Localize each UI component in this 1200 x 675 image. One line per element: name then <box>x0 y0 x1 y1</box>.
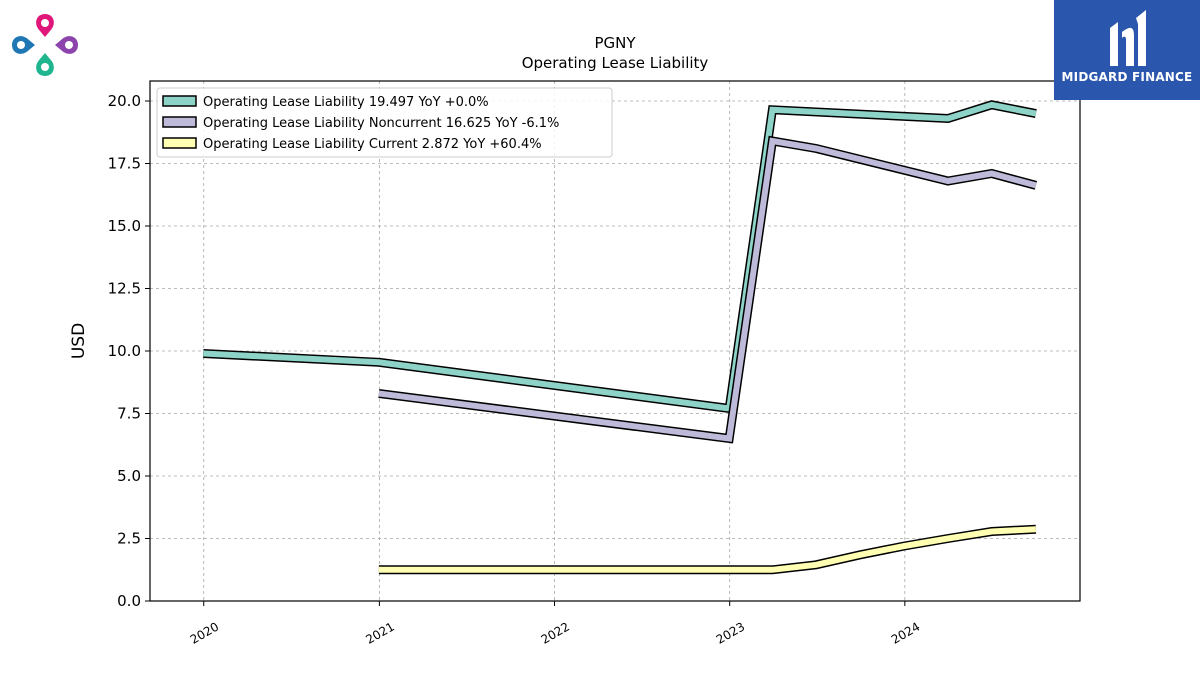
x-tick-label: 2022 <box>539 619 572 646</box>
legend-label-1: Operating Lease Liability Noncurrent 16.… <box>203 116 559 131</box>
y-tick-label: 5.0 <box>117 467 141 485</box>
plot-frame <box>149 80 1081 602</box>
brand-mark-icon <box>1110 10 1146 66</box>
series-outline-2 <box>378 524 1037 575</box>
company-logo <box>10 12 80 78</box>
legend-label-2: Operating Lease Liability Current 2.872 … <box>203 137 542 152</box>
x-tick-label: 2024 <box>889 619 922 646</box>
legend-label-0: Operating Lease Liability 19.497 YoY +0.… <box>203 95 489 110</box>
chart-series <box>203 100 1038 575</box>
legend-swatch-0 <box>162 95 197 107</box>
y-tick-label: 10.0 <box>108 342 141 360</box>
brand-name: MIDGARD FINANCE <box>1061 70 1193 84</box>
x-tick-label: 2021 <box>363 619 396 646</box>
series-line-1 <box>378 137 1037 442</box>
y-tick-label: 20.0 <box>108 92 141 110</box>
legend-swatch-1 <box>162 116 197 128</box>
x-tick-label: 2020 <box>188 619 221 646</box>
legend-box <box>156 87 613 158</box>
chart-grid <box>150 81 1080 602</box>
series-line-2 <box>378 526 1037 573</box>
chart-subtitle: Operating Lease Liability <box>522 54 709 72</box>
y-tick-label: 7.5 <box>117 405 141 423</box>
y-tick-label: 2.5 <box>117 530 141 548</box>
legend-swatch-2 <box>162 137 197 149</box>
series-outline-1 <box>378 135 1038 444</box>
midgard-finance-logo: MIDGARD FINANCE <box>1054 0 1200 100</box>
series-line-0 <box>203 101 1037 412</box>
y-tick-label: 17.5 <box>108 155 141 173</box>
y-tick-label: 0.0 <box>117 592 141 610</box>
chart-legend: Operating Lease Liability 19.497 YoY +0.… <box>156 87 613 158</box>
y-axis-label: USD <box>69 323 89 359</box>
y-tick-label: 12.5 <box>108 280 141 298</box>
x-tick-label: 2023 <box>714 619 747 646</box>
chart-title: PGNY <box>594 34 636 52</box>
y-tick-label: 15.0 <box>108 217 141 235</box>
